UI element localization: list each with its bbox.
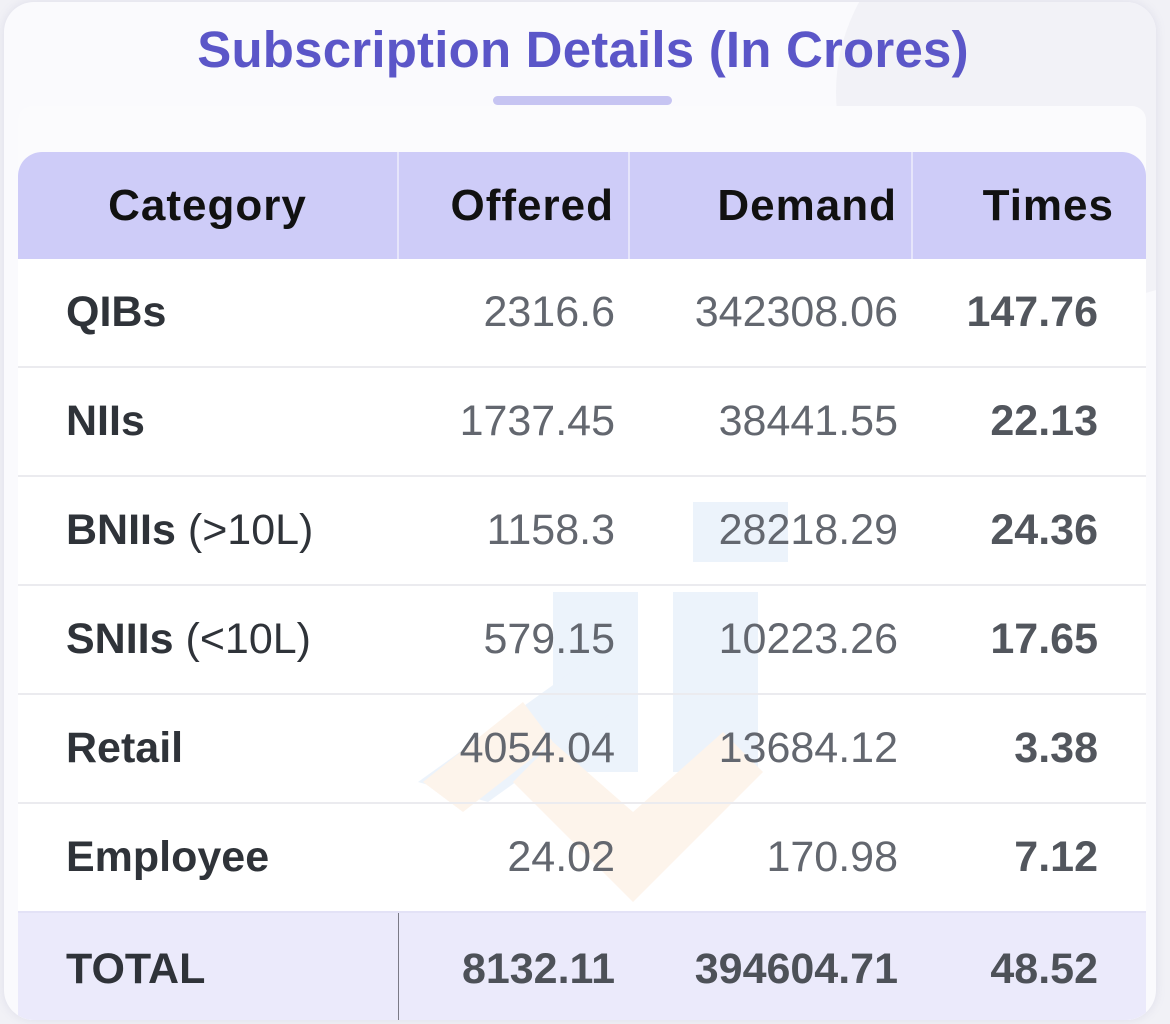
times-cell: 17.65 bbox=[912, 584, 1146, 694]
total-times: 48.52 bbox=[912, 911, 1146, 1020]
category-name: NIIs bbox=[66, 397, 145, 445]
category-cell: Employee bbox=[18, 802, 398, 912]
category-threshold: (<10L) bbox=[185, 615, 312, 663]
table-row: QIBs 2316.6 342308.06 147.76 bbox=[18, 259, 1146, 367]
header-offered: Offered bbox=[397, 152, 629, 259]
times-cell: 24.36 bbox=[912, 475, 1146, 585]
subscription-card: Subscription Details (In Crores) IPO Ji bbox=[4, 2, 1156, 1020]
category-cell: SNIIs (<10L) bbox=[18, 584, 398, 694]
times-cell: 7.12 bbox=[912, 802, 1146, 912]
times-cell: 3.38 bbox=[912, 693, 1146, 803]
times-cell: 147.76 bbox=[966, 288, 1098, 336]
times-cell: 22.13 bbox=[912, 366, 1146, 476]
offered-cell: 579.15 bbox=[398, 584, 629, 694]
category-name: QIBs bbox=[66, 288, 167, 336]
table-row: SNIIs (<10L) 579.15 10223.26 17.65 bbox=[18, 584, 1146, 694]
table-row: BNIIs (>10L) 1158.3 28218.29 24.36 bbox=[18, 475, 1146, 585]
table-header-row: Category Offered Demand Times bbox=[18, 152, 1146, 259]
demand-cell: 342308.06 bbox=[694, 288, 898, 336]
total-row: TOTAL 8132.11 394604.71 48.52 bbox=[18, 911, 1146, 1020]
category-name: BNIIs bbox=[66, 506, 176, 554]
table-row: Employee 24.02 170.98 7.12 bbox=[18, 802, 1146, 912]
category-cell: Retail bbox=[18, 693, 398, 803]
header-category: Category bbox=[18, 152, 398, 259]
header-times: Times bbox=[911, 152, 1146, 259]
page-title: Subscription Details (In Crores) bbox=[197, 21, 969, 78]
table-row: Retail 4054.04 13684.12 3.38 bbox=[18, 693, 1146, 803]
offered-cell: 2316.6 bbox=[483, 288, 615, 336]
offered-cell: 1158.3 bbox=[398, 475, 629, 585]
total-demand: 394604.71 bbox=[629, 911, 912, 1020]
category-name: Retail bbox=[66, 724, 184, 772]
category-cell: QIBs bbox=[18, 259, 398, 367]
category-name: SNIIs bbox=[66, 615, 174, 663]
offered-cell: 24.02 bbox=[398, 802, 629, 912]
category-threshold: (>10L) bbox=[187, 506, 314, 554]
demand-cell: 38441.55 bbox=[629, 366, 912, 476]
total-offered: 8132.11 bbox=[397, 911, 629, 1020]
header-demand: Demand bbox=[628, 152, 912, 259]
demand-cell: 170.98 bbox=[629, 802, 912, 912]
title-underline bbox=[493, 96, 672, 105]
offered-cell: 4054.04 bbox=[398, 693, 629, 803]
total-label: TOTAL bbox=[18, 911, 398, 1020]
subscription-table-container: IPO Ji Category Offered Demand Times QIB… bbox=[18, 152, 1146, 1020]
category-name: Employee bbox=[66, 833, 270, 881]
demand-cell: 28218.29 bbox=[629, 475, 912, 585]
subscription-table: Category Offered Demand Times QIBs 2316.… bbox=[18, 152, 1146, 1020]
category-cell: BNIIs (>10L) bbox=[18, 475, 398, 585]
demand-cell: 13684.12 bbox=[629, 693, 912, 803]
table-row: NIIs 1737.45 38441.55 22.13 bbox=[18, 366, 1146, 476]
category-cell: NIIs bbox=[18, 366, 398, 476]
demand-cell: 10223.26 bbox=[629, 584, 912, 694]
offered-cell: 1737.45 bbox=[398, 366, 629, 476]
